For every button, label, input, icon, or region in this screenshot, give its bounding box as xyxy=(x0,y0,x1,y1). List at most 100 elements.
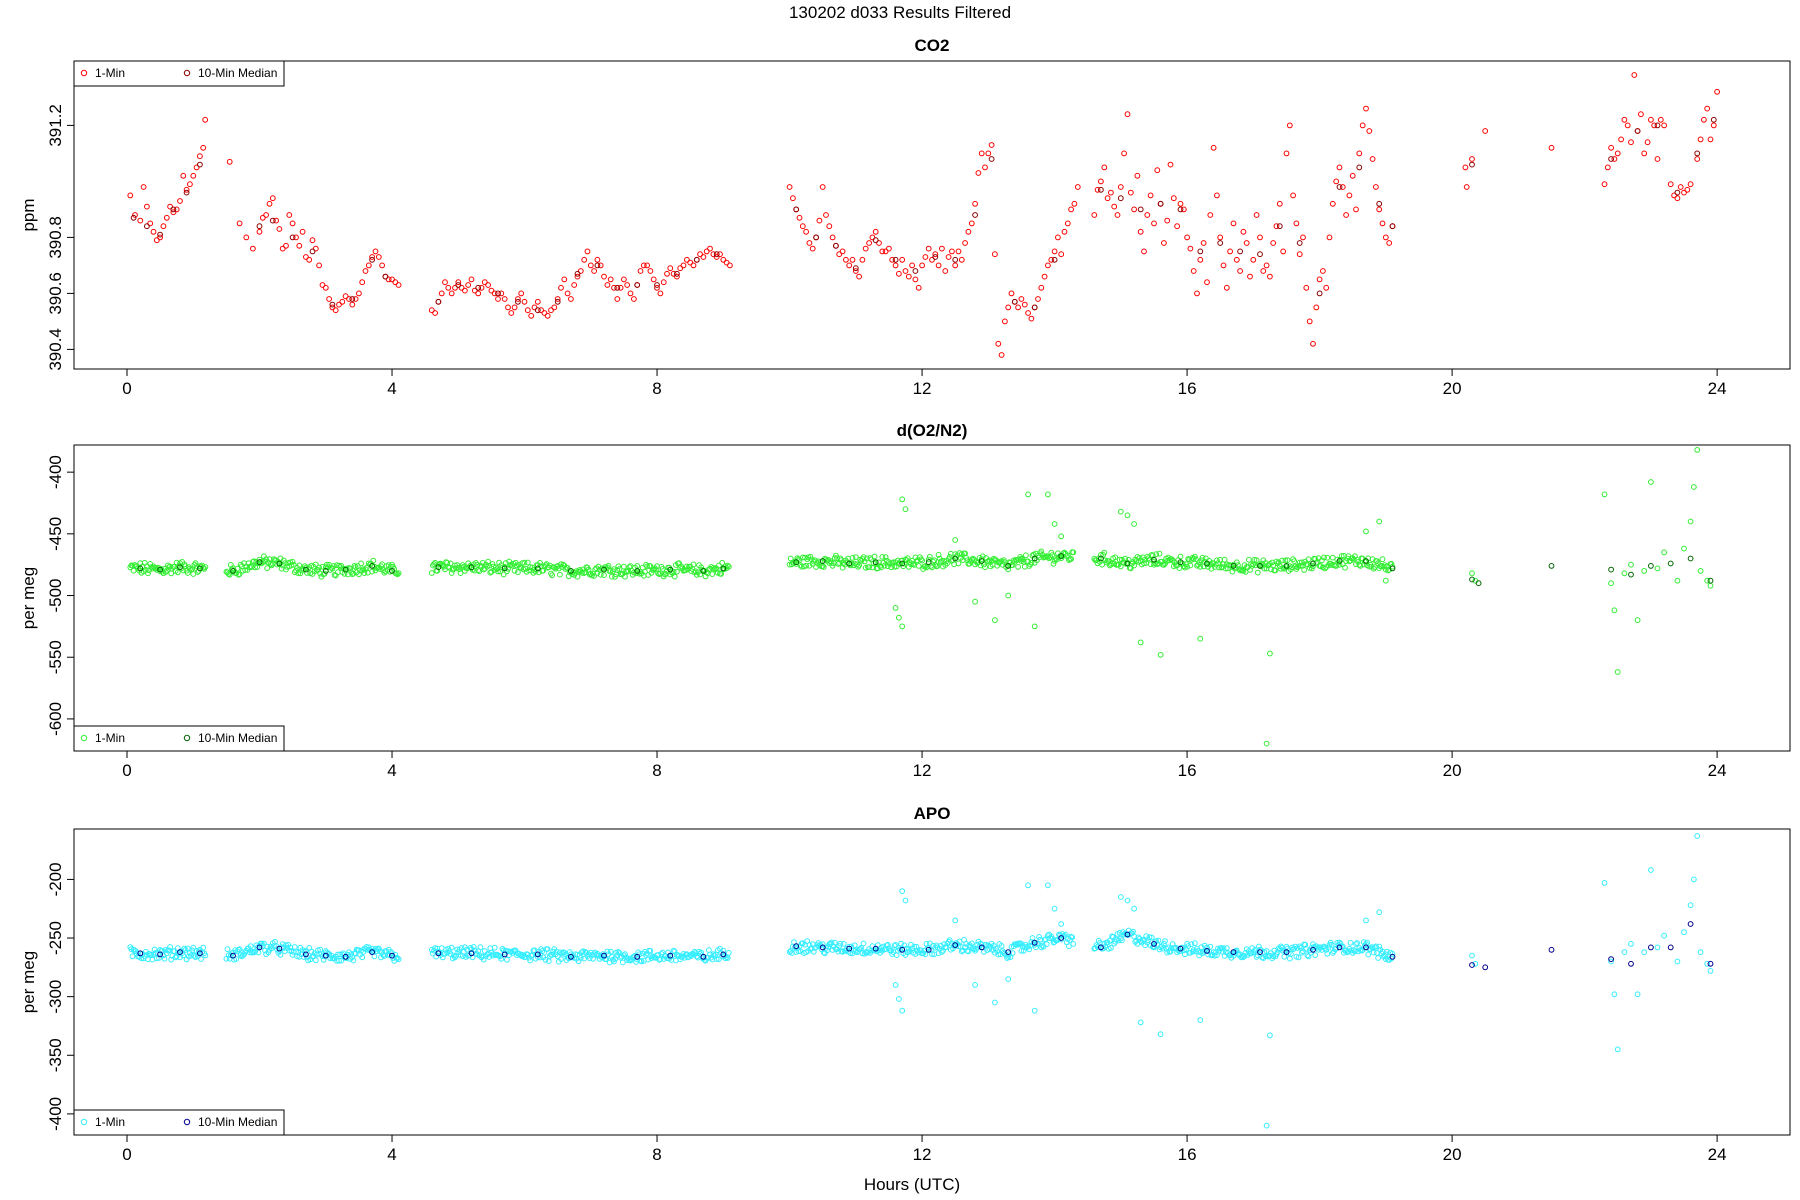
data-point-1min xyxy=(952,537,959,543)
data-point-1min xyxy=(200,944,207,951)
data-point-1min xyxy=(981,948,987,955)
data-point-1min xyxy=(849,555,856,561)
data-point-1min xyxy=(1386,566,1393,573)
data-point-1min xyxy=(664,270,670,277)
data-point-median xyxy=(601,952,607,959)
data-point-1min xyxy=(1137,228,1144,235)
data-point-1min xyxy=(1634,617,1641,624)
data-point-1min xyxy=(273,217,280,224)
data-point-1min xyxy=(357,567,363,574)
data-point-median xyxy=(144,223,150,230)
data-point-median xyxy=(1316,290,1323,297)
data-point-1min xyxy=(1197,635,1204,642)
y-tick-label: 390.4 xyxy=(46,328,65,371)
data-point-1min xyxy=(670,270,677,277)
data-point-1min xyxy=(1648,867,1654,873)
data-point-1min xyxy=(338,957,345,964)
y-tick-label: -550 xyxy=(46,640,65,674)
data-point-1min xyxy=(1365,951,1372,958)
data-point-1min xyxy=(1098,178,1104,185)
data-point-1min xyxy=(468,276,475,283)
legend-marker-median-o2n2 xyxy=(183,734,191,742)
data-point-1min xyxy=(717,251,723,258)
data-point-1min xyxy=(1263,262,1270,269)
data-point-1min xyxy=(248,949,255,956)
data-point-1min xyxy=(1125,556,1132,563)
data-point-1min xyxy=(1156,550,1163,557)
data-point-1min xyxy=(1291,558,1298,564)
data-point-1min xyxy=(295,570,302,577)
data-point-1min xyxy=(319,953,326,960)
data-point-1min xyxy=(625,568,632,574)
data-point-1min xyxy=(574,273,581,280)
data-point-1min xyxy=(508,310,515,316)
data-point-1min xyxy=(1347,939,1354,946)
data-point-1min xyxy=(224,946,231,953)
data-point-median xyxy=(846,945,853,952)
data-point-median xyxy=(1707,577,1714,584)
x-tick-label: 4 xyxy=(387,761,396,780)
data-point-median xyxy=(1336,184,1343,190)
data-point-1min xyxy=(521,298,528,305)
data-point-1min xyxy=(452,284,458,291)
data-point-1min xyxy=(1267,650,1273,657)
data-point-1min xyxy=(654,284,660,291)
data-point-1min xyxy=(902,506,909,513)
data-point-1min xyxy=(1324,950,1331,957)
data-point-1min xyxy=(1108,561,1114,568)
data-point-1min xyxy=(442,279,448,286)
data-point-1min xyxy=(944,560,951,566)
data-point-median xyxy=(534,565,541,572)
data-point-1min xyxy=(824,947,830,954)
data-point-median xyxy=(700,568,707,574)
data-point-1min xyxy=(1548,144,1555,151)
data-point-1min xyxy=(1641,150,1648,157)
data-point-1min xyxy=(1472,960,1479,967)
data-point-1min xyxy=(892,605,899,611)
data-point-1min xyxy=(1070,941,1077,947)
data-point-1min xyxy=(1174,223,1180,230)
data-point-1min xyxy=(1611,156,1618,162)
data-point-1min xyxy=(256,228,263,235)
data-point-1min xyxy=(856,562,862,569)
data-point-1min xyxy=(296,242,303,249)
data-point-1min xyxy=(972,982,978,988)
data-point-1min xyxy=(1323,284,1330,291)
data-point-1min xyxy=(248,564,255,570)
data-point-1min xyxy=(163,214,170,221)
data-point-1min xyxy=(820,564,827,570)
data-point-1min xyxy=(1687,518,1694,525)
data-point-1min xyxy=(1366,128,1373,134)
data-point-1min xyxy=(1638,111,1644,118)
data-point-1min xyxy=(1207,212,1214,218)
x-tick-label: 4 xyxy=(387,1145,396,1164)
data-point-1min xyxy=(1276,200,1283,207)
data-point-1min xyxy=(1219,564,1226,570)
data-point-1min xyxy=(1614,669,1621,675)
data-point-1min xyxy=(674,568,680,575)
data-point-1min xyxy=(455,279,462,286)
data-point-1min xyxy=(1354,940,1360,946)
data-point-1min xyxy=(349,301,356,308)
data-point-1min xyxy=(1357,563,1364,569)
data-point-1min xyxy=(1099,561,1105,568)
data-point-1min xyxy=(1023,552,1029,559)
data-point-1min xyxy=(711,566,718,572)
data-point-1min xyxy=(992,999,998,1006)
data-point-1min xyxy=(1048,256,1055,263)
data-point-1min xyxy=(1104,195,1111,202)
data-point-1min xyxy=(998,943,1005,949)
data-point-1min xyxy=(806,240,813,246)
data-point-1min xyxy=(336,562,342,569)
data-point-1min xyxy=(982,164,988,171)
data-point-1min xyxy=(1020,947,1027,954)
data-point-1min xyxy=(1177,200,1184,207)
data-point-median xyxy=(1283,949,1290,955)
data-point-1min xyxy=(1036,934,1042,940)
data-point-1min xyxy=(160,223,167,230)
data-point-1min xyxy=(1038,284,1045,291)
data-point-1min xyxy=(925,245,932,252)
data-point-1min xyxy=(524,559,531,566)
xaxis-o2n2: 0 4 8 12 16 20 24 xyxy=(122,751,1727,780)
data-point-1min xyxy=(892,942,899,948)
